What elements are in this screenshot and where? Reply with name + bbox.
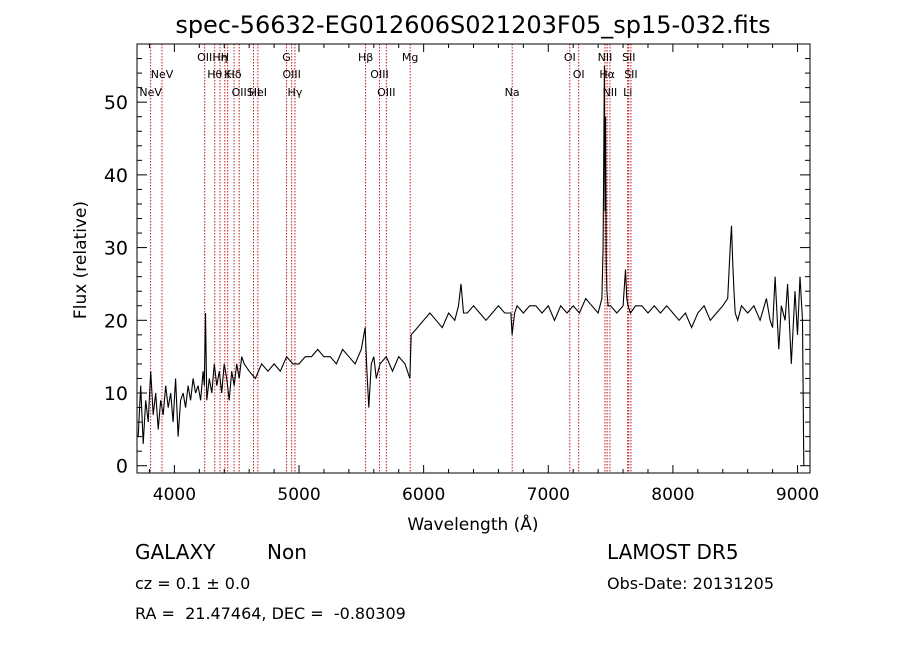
line-label-4: Hη — [212, 51, 227, 64]
y-tick-label-4: 40 — [104, 165, 128, 187]
line-label-2: OII — [197, 51, 212, 64]
x-axis-ticks: 4000 5000 6000 7000 8000 9000 — [148, 44, 819, 505]
line-label-25: SII — [624, 68, 637, 81]
y-tick-label-3: 30 — [104, 238, 128, 260]
line-label-5: H — [221, 51, 229, 64]
survey-name: LAMOST DR5 — [607, 540, 739, 564]
line-label-7: Hδ — [227, 68, 242, 81]
chart-title: spec-56632-EG012606S021203F05_sp15-032.f… — [175, 11, 770, 39]
line-label-13: Hγ — [288, 86, 303, 99]
x-axis-label: Wavelength (Å) — [407, 513, 538, 535]
line-label-21: NII — [598, 51, 613, 64]
redshift-text: cz = 0.1 ± 0.0 — [135, 574, 251, 593]
object-subclass: Non — [267, 540, 307, 564]
spectrum-line — [137, 65, 805, 466]
y-axis-label: Flux (relative) — [71, 201, 91, 319]
x-tick-label-4: 8000 — [651, 485, 694, 505]
emission-line-markers — [150, 44, 632, 473]
line-label-1: NeV — [151, 68, 174, 81]
y-tick-label-1: 10 — [104, 383, 128, 405]
x-tick-label-2: 6000 — [402, 485, 445, 505]
x-tick-label-0: 4000 — [153, 485, 196, 505]
obs-date: Obs-Date: 20131205 — [607, 574, 775, 593]
line-label-6: K — [224, 68, 232, 81]
line-label-23: NII — [603, 86, 618, 99]
line-label-16: OIII — [377, 86, 395, 99]
line-label-19: OI — [564, 51, 576, 64]
y-tick-label-5: 50 — [104, 92, 128, 114]
line-label-17: Mg — [402, 51, 418, 64]
line-label-15: OIII — [370, 68, 388, 81]
y-axis-ticks: 0 10 20 30 40 50 — [104, 58, 810, 478]
x-tick-label-1: 5000 — [277, 485, 320, 505]
line-label-11: G — [282, 51, 291, 64]
line-label-20: OI — [573, 68, 585, 81]
x-tick-label-5: 9000 — [776, 485, 819, 505]
line-label-14: Hβ — [358, 51, 373, 64]
object-type: GALAXY — [135, 540, 216, 564]
line-label-18: Na — [505, 86, 520, 99]
line-label-8: OII — [232, 86, 247, 99]
y-tick-label-0: 0 — [116, 456, 128, 478]
x-tick-label-3: 7000 — [527, 485, 570, 505]
line-label-26: Li — [623, 86, 632, 99]
line-label-10: SII — [247, 86, 260, 99]
line-label-3: Hθ — [207, 68, 222, 81]
coordinates-text: RA = 21.47464, DEC = -0.80309 — [135, 604, 406, 623]
y-tick-label-2: 20 — [104, 310, 128, 332]
line-label-24: SII — [622, 51, 635, 64]
line-label-0: NeV — [139, 86, 162, 99]
line-label-22: Hα — [599, 68, 615, 81]
line-label-12: OIII — [282, 68, 300, 81]
plot-frame — [136, 43, 811, 474]
line-label-9: HeI — [249, 86, 267, 99]
